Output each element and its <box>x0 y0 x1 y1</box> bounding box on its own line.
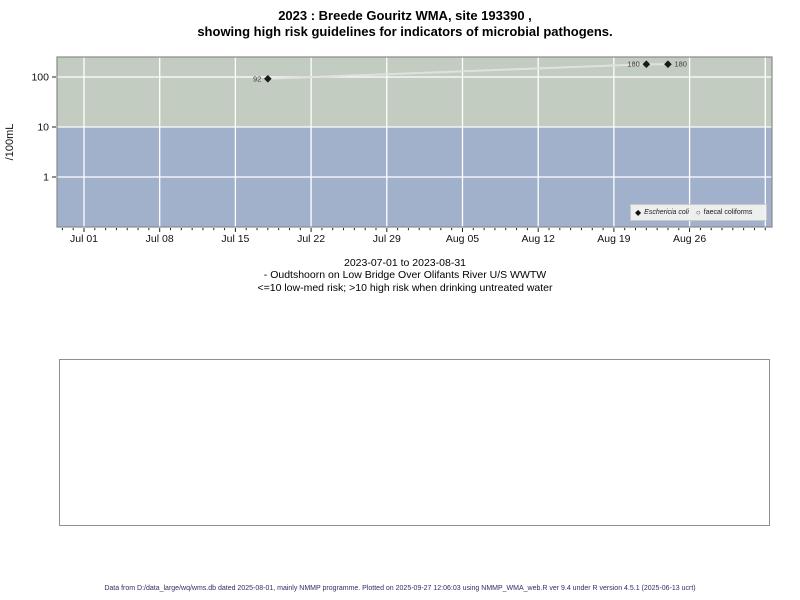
legend-label-ecoli: Eschericia coli <box>644 209 689 216</box>
x-tick-label: Jul 08 <box>146 233 174 245</box>
y-axis-title: /100mL <box>4 124 16 161</box>
data-point-label: 180 <box>674 60 687 69</box>
y-tick-label: 100 <box>31 72 49 84</box>
x-tick-label: Jul 15 <box>221 233 249 245</box>
data-point-diamond <box>264 75 272 83</box>
caption-site: - Oudtshoorn on Low Bridge Over Olifants… <box>263 269 547 282</box>
plot-border <box>56 56 773 228</box>
legend: ◆ Eschericia coli ○ faecal coliforms <box>630 204 767 221</box>
chart-title: 2023 : Breede Gouritz WMA, site 193390 ,… <box>0 8 800 40</box>
x-tick-label: Jul 29 <box>373 233 401 245</box>
x-tick-label: Aug 05 <box>446 233 479 245</box>
open-circle-icon: ○ <box>695 207 701 217</box>
data-point-diamond <box>642 60 651 69</box>
caption-risk-note: <=10 low-med risk; >10 high risk when dr… <box>257 281 553 294</box>
x-tick-label: Jul 01 <box>70 233 98 245</box>
footer-note: Data from D:/data_large/wq/wms.db dated … <box>104 585 696 592</box>
data-point-diamond <box>664 60 672 69</box>
band-high-risk <box>57 57 772 127</box>
chart-plot-area: Jul 01 Jul 08 Jul 15 Jul 22 Jul 29 Aug 05 Aug … <box>4 56 773 245</box>
x-tick-label: Jul 22 <box>297 233 325 245</box>
x-tick-label: Aug 12 <box>522 233 555 245</box>
data-point-label: 92 <box>253 74 261 83</box>
chart-title-line2: showing high risk guidelines for indicat… <box>197 24 613 39</box>
legend-label-faecal-coliforms: faecal coliforms <box>703 209 753 216</box>
y-tick-label: 1 <box>43 172 49 184</box>
chart-title-line1: 2023 : Breede Gouritz WMA, site 193390 , <box>278 8 532 23</box>
data-point-label: 180 <box>627 60 640 69</box>
caption-date-range: 2023-07-01 to 2023-08-31 <box>343 257 466 269</box>
empty-results-panel <box>59 359 770 526</box>
x-tick-label: Aug 26 <box>673 233 706 245</box>
filled-diamond-icon: ◆ <box>635 207 642 217</box>
captions: 2023-07-01 to 2023-08-31 - Oudtshoorn on… <box>0 257 800 294</box>
y-tick-label: 10 <box>37 122 49 134</box>
x-tick-label: Aug 19 <box>597 233 630 245</box>
